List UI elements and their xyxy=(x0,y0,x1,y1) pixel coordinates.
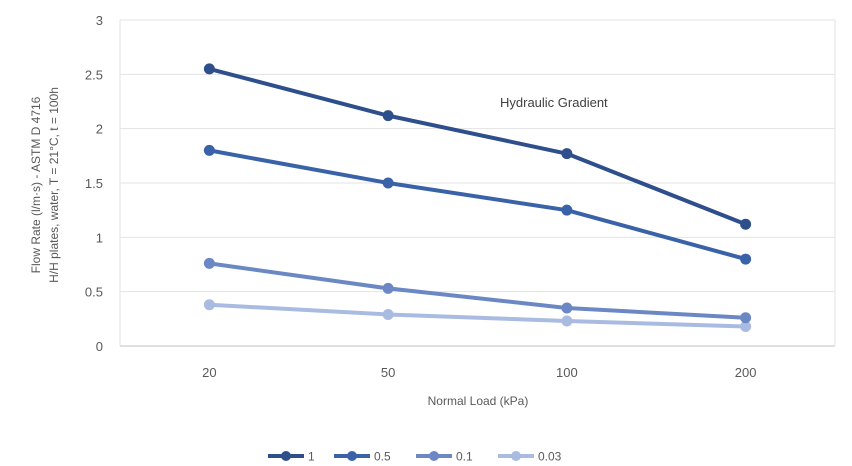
series-0.03 xyxy=(203,299,752,332)
y-tick-label: 2.5 xyxy=(85,67,103,82)
y-axis-title-line-2: H/H plates, water, T = 21°C, t = 100h xyxy=(47,87,61,283)
y-axis-title-line-1: Flow Rate (l/m·s) - ASTM D 4716 xyxy=(29,96,43,273)
data-point xyxy=(203,63,215,75)
y-tick-label: 2 xyxy=(96,122,103,137)
x-axis-ticks: 20 50 100 200 xyxy=(202,365,756,380)
legend-label: 0.1 xyxy=(456,450,473,464)
data-point xyxy=(382,110,394,122)
legend-label: 0.03 xyxy=(538,450,562,464)
x-tick-label: 100 xyxy=(556,365,578,380)
data-point xyxy=(382,177,394,189)
y-tick-label: 0.5 xyxy=(85,285,103,300)
series-lines xyxy=(203,63,752,332)
series-line xyxy=(207,148,748,262)
legend-swatch-marker xyxy=(511,451,521,461)
legend-item-0.1: 0.1 xyxy=(416,450,473,464)
y-axis-title: Flow Rate (l/m·s) - ASTM D 4716 H/H plat… xyxy=(29,87,61,283)
gridlines xyxy=(119,19,836,347)
hydraulic-gradient-annotation: Hydraulic Gradient xyxy=(500,95,608,110)
y-tick-label: 3 xyxy=(96,13,103,28)
data-point xyxy=(203,299,215,311)
legend-label: 0.5 xyxy=(374,450,391,464)
legend-label: 1 xyxy=(308,450,315,464)
data-point xyxy=(561,204,573,216)
x-axis-title: Normal Load (kPa) xyxy=(428,394,529,408)
x-tick-label: 20 xyxy=(202,365,216,380)
legend-item-0.5: 0.5 xyxy=(334,450,391,464)
data-point xyxy=(382,282,394,294)
legend-item-0.03: 0.03 xyxy=(498,450,562,464)
data-point xyxy=(740,320,752,332)
legend: 1 0.5 0.1 0.03 xyxy=(268,450,562,464)
y-tick-label: 0 xyxy=(96,339,103,354)
series-line xyxy=(207,66,748,227)
y-tick-label: 1 xyxy=(96,230,103,245)
data-point xyxy=(203,257,215,269)
y-axis-ticks: 0 0.5 1 1.5 2 2.5 3 xyxy=(85,13,103,354)
x-tick-label: 200 xyxy=(735,365,757,380)
series-line xyxy=(207,261,748,320)
data-point xyxy=(740,218,752,230)
data-point xyxy=(561,302,573,314)
legend-swatch-marker xyxy=(281,451,291,461)
data-point xyxy=(561,148,573,160)
x-tick-label: 50 xyxy=(381,365,395,380)
legend-swatch-marker xyxy=(429,451,439,461)
series-line xyxy=(207,302,748,329)
series-0.1 xyxy=(203,257,752,324)
legend-item-1: 1 xyxy=(268,450,315,464)
y-tick-label: 1.5 xyxy=(85,176,103,191)
data-point xyxy=(740,312,752,324)
data-point xyxy=(382,308,394,320)
data-point xyxy=(561,315,573,327)
series-0.5 xyxy=(203,144,752,265)
legend-swatch-marker xyxy=(347,451,357,461)
series-1 xyxy=(203,63,752,230)
data-point xyxy=(740,253,752,265)
data-point xyxy=(203,144,215,156)
